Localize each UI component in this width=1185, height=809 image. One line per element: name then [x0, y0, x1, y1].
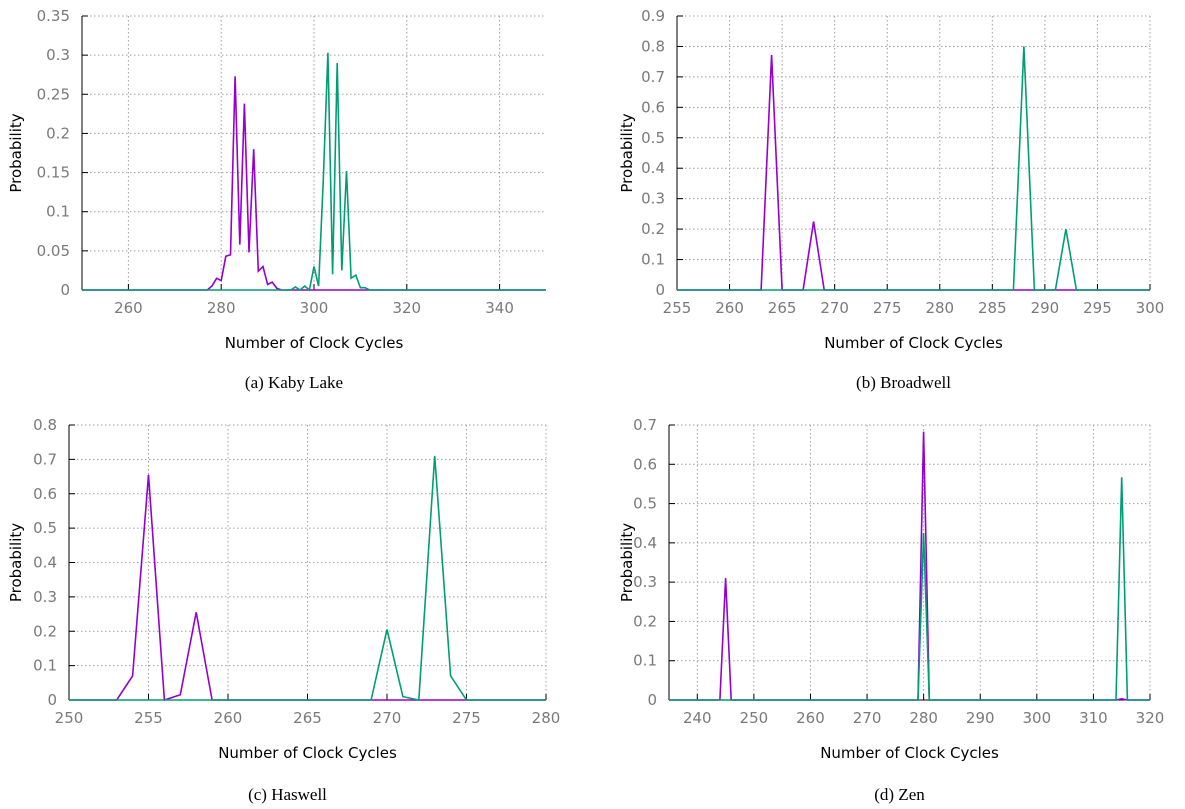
y-tick-label: 0.7	[633, 416, 657, 434]
x-tick-label: 285	[978, 299, 1007, 317]
y-axis-label: Probability	[618, 113, 636, 192]
y-tick-label: 0.25	[37, 85, 70, 103]
panel-caption: (b) Broadwell	[856, 373, 951, 392]
y-tick-label: 0.2	[633, 612, 657, 630]
series-line-2	[677, 46, 1150, 291]
x-tick-label: 255	[663, 299, 692, 317]
x-tick-label: 320	[392, 299, 421, 317]
x-tick-label: 250	[55, 709, 84, 727]
x-tick-label: 260	[214, 709, 243, 727]
x-tick-label: 290	[1031, 299, 1060, 317]
y-tick-label: 0.05	[37, 242, 70, 260]
y-tick-label: 0	[655, 281, 665, 299]
y-tick-label: 0	[647, 691, 657, 709]
x-tick-label: 280	[207, 299, 236, 317]
x-axis-label: Number of Clock Cycles	[225, 334, 404, 352]
series-line-2	[69, 455, 546, 701]
y-tick-label: 0.1	[46, 203, 70, 221]
x-axis-label: Number of Clock Cycles	[824, 334, 1003, 352]
y-tick-label: 0.4	[633, 534, 657, 552]
series-line-1	[677, 54, 1150, 291]
series-line-1	[669, 431, 1150, 701]
x-tick-label: 270	[373, 709, 402, 727]
y-tick-label: 0.1	[641, 251, 665, 269]
x-tick-label: 310	[1079, 709, 1108, 727]
y-tick-label: 0.2	[33, 622, 57, 640]
y-axis-label: Probability	[7, 523, 25, 602]
y-tick-label: 0.5	[33, 519, 57, 537]
y-axis-label: Probability	[618, 523, 636, 602]
x-tick-label: 275	[873, 299, 902, 317]
y-tick-label: 0.4	[641, 159, 665, 177]
y-tick-label: 0.4	[33, 554, 57, 572]
y-tick-label: 0.2	[46, 124, 70, 142]
y-tick-label: 0.7	[641, 68, 665, 86]
y-tick-label: 0	[60, 281, 70, 299]
y-tick-label: 0.3	[46, 46, 70, 64]
x-axis-label: Number of Clock Cycles	[820, 744, 999, 762]
series-line-2	[82, 52, 546, 292]
y-tick-label: 0.9	[641, 7, 665, 25]
y-tick-label: 0.7	[33, 450, 57, 468]
y-tick-label: 0.5	[633, 495, 657, 513]
x-tick-label: 265	[768, 299, 797, 317]
panel-caption: (a) Kaby Lake	[245, 373, 343, 392]
x-tick-label: 280	[925, 299, 954, 317]
x-tick-label: 240	[683, 709, 712, 727]
x-tick-label: 300	[1136, 299, 1165, 317]
y-tick-label: 0.3	[633, 573, 657, 591]
y-tick-label: 0.35	[37, 7, 70, 25]
y-tick-label: 0.1	[633, 652, 657, 670]
x-tick-label: 340	[485, 299, 514, 317]
series-line-1	[82, 76, 546, 291]
x-tick-label: 280	[909, 709, 938, 727]
x-tick-label: 260	[796, 709, 825, 727]
x-tick-label: 260	[114, 299, 143, 317]
x-tick-label: 250	[740, 709, 769, 727]
y-tick-label: 0.1	[33, 657, 57, 675]
y-tick-label: 0.3	[641, 190, 665, 208]
x-tick-label: 280	[532, 709, 561, 727]
y-tick-label: 0	[47, 691, 57, 709]
x-tick-label: 265	[293, 709, 322, 727]
x-tick-label: 270	[853, 709, 882, 727]
x-tick-label: 320	[1136, 709, 1165, 727]
y-tick-label: 0.6	[33, 485, 57, 503]
y-tick-label: 0.3	[33, 588, 57, 606]
y-tick-label: 0.8	[641, 37, 665, 55]
x-tick-label: 275	[452, 709, 481, 727]
y-tick-label: 0.15	[37, 164, 70, 182]
panel-caption: (d) Zen	[874, 785, 925, 804]
y-tick-label: 0.6	[633, 455, 657, 473]
y-tick-label: 0.8	[33, 416, 57, 434]
y-tick-label: 0.5	[641, 129, 665, 147]
x-tick-label: 290	[966, 709, 995, 727]
y-tick-label: 0.2	[641, 220, 665, 238]
x-tick-label: 260	[715, 299, 744, 317]
x-tick-label: 300	[300, 299, 329, 317]
series-line-2	[669, 477, 1150, 701]
x-tick-label: 270	[820, 299, 849, 317]
x-tick-label: 300	[1023, 709, 1052, 727]
x-axis-label: Number of Clock Cycles	[218, 744, 397, 762]
y-axis-label: Probability	[7, 113, 25, 192]
y-tick-label: 0.6	[641, 98, 665, 116]
x-tick-label: 255	[134, 709, 163, 727]
panel-caption: (c) Haswell	[248, 785, 327, 804]
x-tick-label: 295	[1083, 299, 1112, 317]
